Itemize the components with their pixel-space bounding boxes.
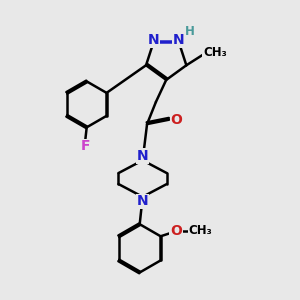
Text: N: N: [137, 149, 148, 163]
Text: O: O: [171, 113, 182, 127]
Text: N: N: [173, 33, 184, 47]
Text: O: O: [170, 224, 182, 238]
Text: N: N: [148, 33, 160, 47]
Text: CH₃: CH₃: [188, 224, 212, 238]
Text: H: H: [185, 25, 195, 38]
Text: F: F: [80, 140, 90, 154]
Text: N: N: [137, 194, 148, 208]
Text: CH₃: CH₃: [203, 46, 227, 59]
